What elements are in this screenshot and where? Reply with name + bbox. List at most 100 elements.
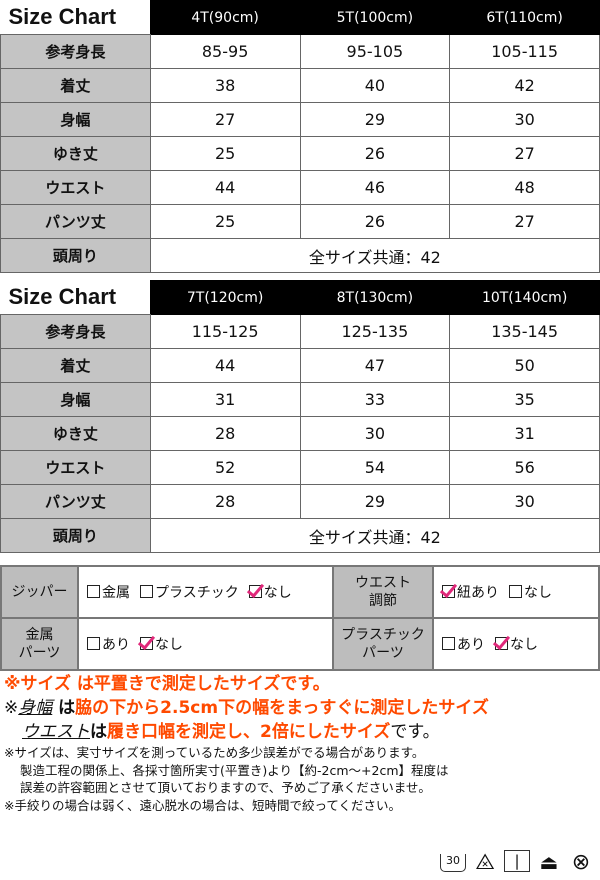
- cell-value: 85-95: [149, 34, 301, 69]
- option-label: あり: [102, 636, 130, 653]
- table-row: パンツ丈 25 26 27: [0, 204, 600, 239]
- cell-value: 135-145: [449, 314, 600, 349]
- size-table: Size Chart 4T(90cm) 5T(100cm) 6T(110cm) 参考身長…: [0, 0, 600, 273]
- header-row: Size Chart 4T(90cm) 5T(100cm) 6T(110cm): [0, 0, 600, 35]
- metal-parts-label: 金属 パーツ: [0, 617, 79, 671]
- cell-value: 27: [449, 136, 600, 171]
- cell-value: 30: [449, 484, 600, 519]
- cell-value: 25: [149, 204, 301, 239]
- checkbox-icon: [87, 637, 100, 651]
- note-particle: は: [90, 722, 107, 742]
- table-row: 着丈 44 47 50: [0, 348, 600, 383]
- row-label: 頭周り: [0, 238, 151, 273]
- size-header: 6T(110cm): [449, 0, 600, 35]
- option-label: 金属: [102, 584, 130, 601]
- checkbox-icon: [442, 637, 455, 651]
- cell-value: 28: [149, 416, 301, 451]
- checkbox-icon: [87, 585, 100, 599]
- row-label: 参考身長: [0, 314, 151, 349]
- label-line: 調節: [369, 593, 397, 609]
- note-flat-measure: ※サイズ は平置きで測定したサイズです。: [4, 674, 330, 694]
- cell-value: 全サイズ共通：42: [149, 238, 600, 273]
- row-label: 身幅: [0, 382, 151, 417]
- cell-value: 115-125: [149, 314, 301, 349]
- table-row: 身幅 27 29 30: [0, 102, 600, 137]
- care-icons: 30 ⨻ | ⏏ ⊗: [440, 850, 594, 875]
- note-waist: ウエストは履き口幅を測定し、2倍にしたサイズです。: [4, 720, 600, 744]
- table-row: パンツ丈 28 29 30: [0, 484, 600, 519]
- table-row: ゆき丈 25 26 27: [0, 136, 600, 171]
- cell-value: 33: [299, 382, 451, 417]
- cell-value: 25: [149, 136, 301, 171]
- zipper-label: ジッパー: [0, 565, 79, 619]
- note-tolerance-3: 誤差の許容範囲とさせて頂いておりますので、予めご了承くださいませ。: [20, 780, 431, 795]
- option-label: なし: [155, 636, 183, 653]
- note-end: です。: [390, 722, 440, 742]
- cell-value: 29: [299, 484, 451, 519]
- chart-title: Size Chart: [0, 280, 151, 315]
- cell-value: 50: [449, 348, 600, 383]
- cell-value: 48: [449, 170, 600, 205]
- cell-value: 44: [149, 170, 301, 205]
- options-table: ジッパー 金属 プラスチック なし ウエスト 調節 紐あり なし 金属 パーツ あり なし …: [0, 565, 600, 671]
- checkbox-option: 紐あり: [442, 582, 499, 602]
- checkbox-icon: [509, 585, 522, 599]
- table-row: 参考身長 85-95 95-105 105-115: [0, 34, 600, 69]
- cell-value: 40: [299, 68, 451, 103]
- option-label: あり: [457, 636, 485, 653]
- checkbox-option: なし: [509, 582, 552, 602]
- table-row: 参考身長 115-125 125-135 135-145: [0, 314, 600, 349]
- zipper-options: 金属 プラスチック なし: [77, 565, 334, 619]
- iron-low-icon: ⏏: [539, 850, 559, 874]
- cell-value: 35: [449, 382, 600, 417]
- checkbox-icon: [140, 585, 153, 599]
- row-label: ゆき丈: [0, 416, 151, 451]
- table-row: ゆき丈 28 30 31: [0, 416, 600, 451]
- chart-title: Size Chart: [0, 0, 151, 35]
- note-term: 身幅: [18, 698, 53, 718]
- no-tumble-dry-icon: ⊗: [571, 850, 591, 875]
- checkbox-option: なし: [140, 634, 183, 654]
- checked-box-icon: [140, 637, 153, 651]
- checkbox-option: 金属: [87, 582, 130, 602]
- row-label: 着丈: [0, 348, 151, 383]
- note-tolerance-1: ※サイズは、実寸サイズを測っているため多少誤差がでる場合があります。: [4, 745, 425, 760]
- row-label: 着丈: [0, 68, 151, 103]
- table-row: 頭周り 全サイズ共通：42: [0, 518, 600, 553]
- size-header: 4T(90cm): [149, 0, 301, 35]
- row-label: パンツ丈: [0, 484, 151, 519]
- option-label: 紐あり: [457, 584, 499, 601]
- note-wringing: ※手絞りの場合は弱く、遠心脱水の場合は、短時間で絞ってください。: [4, 797, 401, 813]
- cell-value: 30: [299, 416, 451, 451]
- option-label: プラスチック: [155, 584, 239, 601]
- cell-value: 54: [299, 450, 451, 485]
- option-label: なし: [263, 584, 292, 601]
- cell-value: 46: [299, 170, 451, 205]
- cell-value: 28: [149, 484, 301, 519]
- cell-value: 30: [449, 102, 600, 137]
- cell-value: 全サイズ共通：42: [149, 518, 600, 553]
- checkbox-option: プラスチック: [140, 582, 239, 602]
- table-row: 着丈 38 40 42: [0, 68, 600, 103]
- cell-value: 47: [299, 348, 451, 383]
- option-label: なし: [510, 636, 538, 653]
- note-mark: ※: [4, 698, 19, 718]
- row-label: 身幅: [0, 102, 151, 137]
- cell-value: 38: [149, 68, 301, 103]
- header-row: Size Chart 7T(120cm) 8T(130cm) 10T(140cm): [0, 280, 600, 315]
- size-chart-2: Size Chart 7T(120cm) 8T(130cm) 10T(140cm) 参考…: [0, 280, 600, 553]
- table-row: 身幅 31 33 35: [0, 382, 600, 417]
- checked-box-icon: [248, 585, 262, 599]
- checked-box-icon: [442, 585, 455, 599]
- checkbox-option: あり: [87, 634, 130, 654]
- metal-parts-options: あり なし: [77, 617, 334, 671]
- size-header: 7T(120cm): [149, 280, 301, 315]
- cell-value: 27: [449, 204, 600, 239]
- checked-box-icon: [495, 637, 508, 651]
- cell-value: 95-105: [299, 34, 451, 69]
- row-label: 参考身長: [0, 34, 151, 69]
- label-line: ウエスト: [355, 574, 411, 591]
- size-chart-1: Size Chart 4T(90cm) 5T(100cm) 6T(110cm) 参考身長…: [0, 0, 600, 273]
- label-line: プラスチック: [341, 626, 425, 643]
- cell-value: 26: [299, 204, 451, 239]
